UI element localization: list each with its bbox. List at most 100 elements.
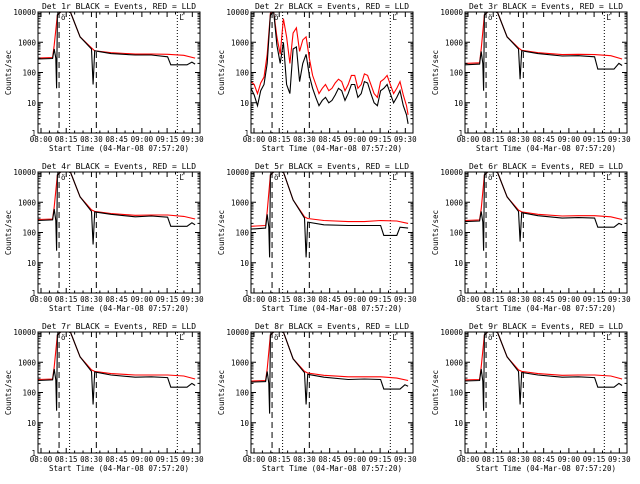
x-tick-label: 09:30 [394,455,417,464]
lld-series-line [251,332,409,382]
panel-title: Det 1r BLACK = Events, RED = LLD [42,2,196,11]
x-tick-label: 09:15 [369,135,392,144]
x-tick-label: 09:00 [131,135,154,144]
events-series-line [251,12,409,124]
x-tick-label: 08:15 [55,455,78,464]
y-tick-label: 10 [27,259,37,268]
x-tick-label: 08:00 [243,455,266,464]
plot-frame [37,331,201,454]
marker-glyph: ö [488,333,493,342]
panel-5: Det 5r BLACK = Events, RED = LLD ö Ľ 1 10 100… [217,162,417,313]
x-axis-label: Start Time (04-Mar-08 07:57:20) [262,144,402,153]
lld-series-line [38,172,196,221]
x-tick-label: 09:15 [369,295,392,304]
x-tick-label: 08:30 [507,455,530,464]
x-axis-label: Start Time (04-Mar-08 07:57:20) [49,464,189,473]
x-tick-label: 08:30 [293,455,316,464]
marker-glyph: ö [61,173,66,182]
x-tick-label: 09:00 [558,455,581,464]
x-tick-label: 09:30 [394,135,417,144]
y-tick-label: 1 [31,449,36,458]
marker-glyph: Ľ [606,13,611,22]
x-tick-label: 08:15 [482,295,505,304]
x-tick-label: 09:15 [583,455,606,464]
x-tick-label: 08:30 [507,135,530,144]
x-tick-label: 08:45 [105,135,128,144]
y-tick-label: 10000 [226,8,249,17]
y-tick-label: 100 [235,389,249,398]
x-tick-label: 09:00 [344,455,367,464]
x-tick-label: 09:30 [181,135,204,144]
y-tick-label: 1 [458,289,463,298]
x-tick-label: 08:00 [243,135,266,144]
x-tick-label: 08:15 [268,135,291,144]
plot-frame [464,11,628,134]
plot-frame [250,331,414,454]
marker-glyph: Ľ [606,173,611,182]
lld-series-line [465,332,623,381]
x-tick-label: 08:00 [30,135,53,144]
y-tick-label: 10 [454,99,464,108]
panel-1: Det 1r BLACK = Events, RED = LLD ö Ľ 1 10 100… [4,2,204,153]
y-axis-label: Counts/sec [4,50,13,95]
y-tick-label: 100 [235,69,249,78]
y-tick-label: 10000 [440,8,463,17]
x-tick-label: 08:45 [318,295,341,304]
x-axis-label: Start Time (04-Mar-08 07:57:20) [262,464,402,473]
lld-series-line [465,12,623,64]
x-tick-label: 09:30 [608,135,631,144]
x-tick-label: 08:45 [318,455,341,464]
x-tick-label: 08:45 [532,295,555,304]
x-tick-label: 08:00 [457,135,480,144]
x-tick-label: 08:30 [293,295,316,304]
y-tick-label: 10000 [13,8,36,17]
panel-title: Det 3r BLACK = Events, RED = LLD [469,2,623,11]
x-axis-label: Start Time (04-Mar-08 07:57:20) [476,144,616,153]
x-tick-label: 09:30 [181,455,204,464]
y-tick-label: 1000 [231,358,250,367]
y-axis-label: Counts/sec [217,210,226,255]
x-tick-label: 09:15 [156,135,179,144]
y-axis-label: Counts/sec [4,370,13,415]
y-tick-label: 100 [449,69,463,78]
y-axis-label: Counts/sec [431,50,440,95]
x-tick-label: 08:15 [268,295,291,304]
x-axis-label: Start Time (04-Mar-08 07:57:20) [476,304,616,313]
plot-frame [37,171,201,294]
x-tick-label: 08:15 [55,135,78,144]
y-tick-label: 10 [240,99,250,108]
x-axis-label: Start Time (04-Mar-08 07:57:20) [49,304,189,313]
y-tick-label: 10000 [13,328,36,337]
marker-glyph: ö [274,13,279,22]
x-axis-label: Start Time (04-Mar-08 07:57:20) [476,464,616,473]
y-tick-label: 1 [31,129,36,138]
y-tick-label: 1000 [18,38,37,47]
y-tick-label: 1000 [18,358,37,367]
marker-glyph: ö [274,173,279,182]
x-tick-label: 08:45 [105,455,128,464]
events-series-line [251,332,409,414]
x-tick-label: 09:30 [608,455,631,464]
y-tick-label: 10000 [13,168,36,177]
events-series-line [465,12,623,91]
x-tick-label: 09:00 [558,135,581,144]
x-tick-label: 08:30 [293,135,316,144]
plot-frame [37,11,201,134]
x-tick-label: 08:00 [243,295,266,304]
x-tick-label: 08:15 [268,455,291,464]
y-tick-label: 10000 [226,328,249,337]
events-series-line [38,12,196,89]
y-axis-label: Counts/sec [4,210,13,255]
x-tick-label: 09:30 [394,295,417,304]
x-tick-label: 08:15 [482,135,505,144]
x-tick-label: 08:00 [30,455,53,464]
y-tick-label: 100 [235,229,249,238]
x-tick-label: 08:30 [80,295,103,304]
x-tick-label: 09:15 [369,455,392,464]
marker-glyph: Ľ [179,173,184,182]
marker-glyph: Ľ [392,173,397,182]
y-tick-label: 100 [449,229,463,238]
x-tick-label: 08:30 [507,295,530,304]
y-axis-label: Counts/sec [431,370,440,415]
